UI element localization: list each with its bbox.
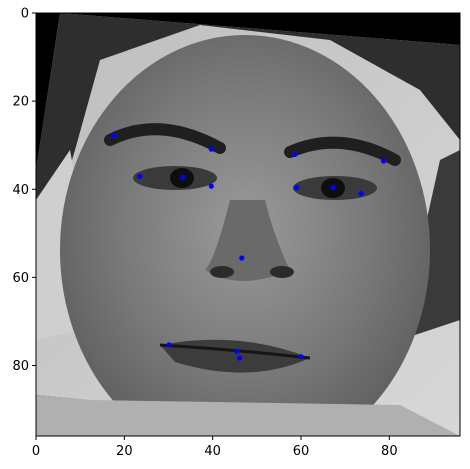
keypoint-marker <box>234 348 240 354</box>
x-tick-label: 0 <box>32 444 40 459</box>
nose <box>205 200 290 281</box>
y-tick-label: 40 <box>12 183 29 198</box>
keypoint-marker <box>358 191 364 197</box>
right-nostril <box>270 266 294 278</box>
x-tick-label: 80 <box>381 444 398 459</box>
keypoint-marker <box>166 342 172 348</box>
keypoint-marker <box>208 146 214 152</box>
axes-frame <box>35 12 461 437</box>
x-tick-label: 60 <box>293 444 310 459</box>
keypoint-marker <box>292 151 298 158</box>
x-tick-label: 20 <box>116 444 133 459</box>
keypoint-markers <box>111 132 387 361</box>
y-tick-label: 80 <box>12 359 29 374</box>
left-eyebrow <box>104 123 226 154</box>
hair-region <box>36 13 460 210</box>
keypoint-marker <box>239 255 245 261</box>
face-image <box>36 13 460 436</box>
keypoint-marker <box>380 158 387 164</box>
neck-region <box>36 395 460 436</box>
y-axis: 0 20 40 60 80 <box>12 7 36 374</box>
left-nostril <box>210 266 234 278</box>
keypoint-marker <box>237 355 243 361</box>
x-tick-label: 40 <box>204 444 221 459</box>
x-axis: 0 20 40 60 80 <box>32 436 398 459</box>
keypoint-marker <box>111 132 117 139</box>
keypoint-marker <box>330 184 336 191</box>
right-eyebrow <box>284 136 401 166</box>
y-tick-label: 20 <box>12 95 29 110</box>
keypoint-marker <box>298 354 304 360</box>
y-tick-label: 0 <box>21 7 29 22</box>
keypoint-marker <box>208 183 214 189</box>
y-tick-label: 60 <box>12 271 29 286</box>
keypoint-marker <box>137 173 143 180</box>
keypoint-marker <box>180 174 186 180</box>
keypoint-marker <box>293 184 300 191</box>
